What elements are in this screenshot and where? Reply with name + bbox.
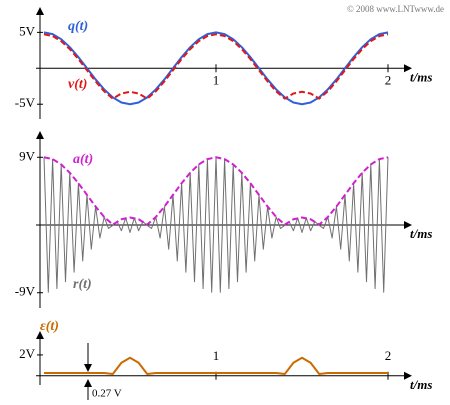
y-tick-label: -5V xyxy=(15,95,36,110)
series-label: v(t) xyxy=(68,77,87,92)
annotation: 0.27 V xyxy=(92,388,122,400)
x-axis-label: t/ms xyxy=(410,226,432,241)
series-line xyxy=(44,356,388,376)
y-tick-label: -9V xyxy=(15,284,36,299)
series-label: ε(t) xyxy=(40,319,59,334)
annotation-arrowhead xyxy=(84,364,92,372)
y-axis-arrow xyxy=(36,7,44,15)
y-axis-arrow xyxy=(36,131,44,139)
y-axis-arrow xyxy=(36,331,44,339)
y-tick-label: 2V xyxy=(19,346,36,361)
series-label: r(t) xyxy=(73,277,92,292)
x-axis-label: t/ms xyxy=(410,69,432,84)
x-tick-label: 1 xyxy=(213,348,220,363)
x-axis-arrow xyxy=(404,221,412,229)
series-line xyxy=(43,33,389,100)
x-tick-label: 2 xyxy=(385,72,392,87)
y-tick-label: 5V xyxy=(19,23,36,38)
series-label: q(t) xyxy=(68,19,88,34)
x-tick-label: 2 xyxy=(385,348,392,363)
series-line xyxy=(43,156,389,226)
series-line xyxy=(43,31,389,106)
y-tick-label: 9V xyxy=(19,148,36,163)
x-axis-arrow xyxy=(404,371,412,380)
series-label: a(t) xyxy=(73,152,93,167)
x-tick-label: 1 xyxy=(213,72,220,87)
x-axis-arrow xyxy=(404,64,412,73)
copyright: © 2008 www.LNTwww.de xyxy=(347,4,444,14)
annotation-arrowhead xyxy=(84,379,92,387)
x-axis-label: t/ms xyxy=(410,377,432,392)
